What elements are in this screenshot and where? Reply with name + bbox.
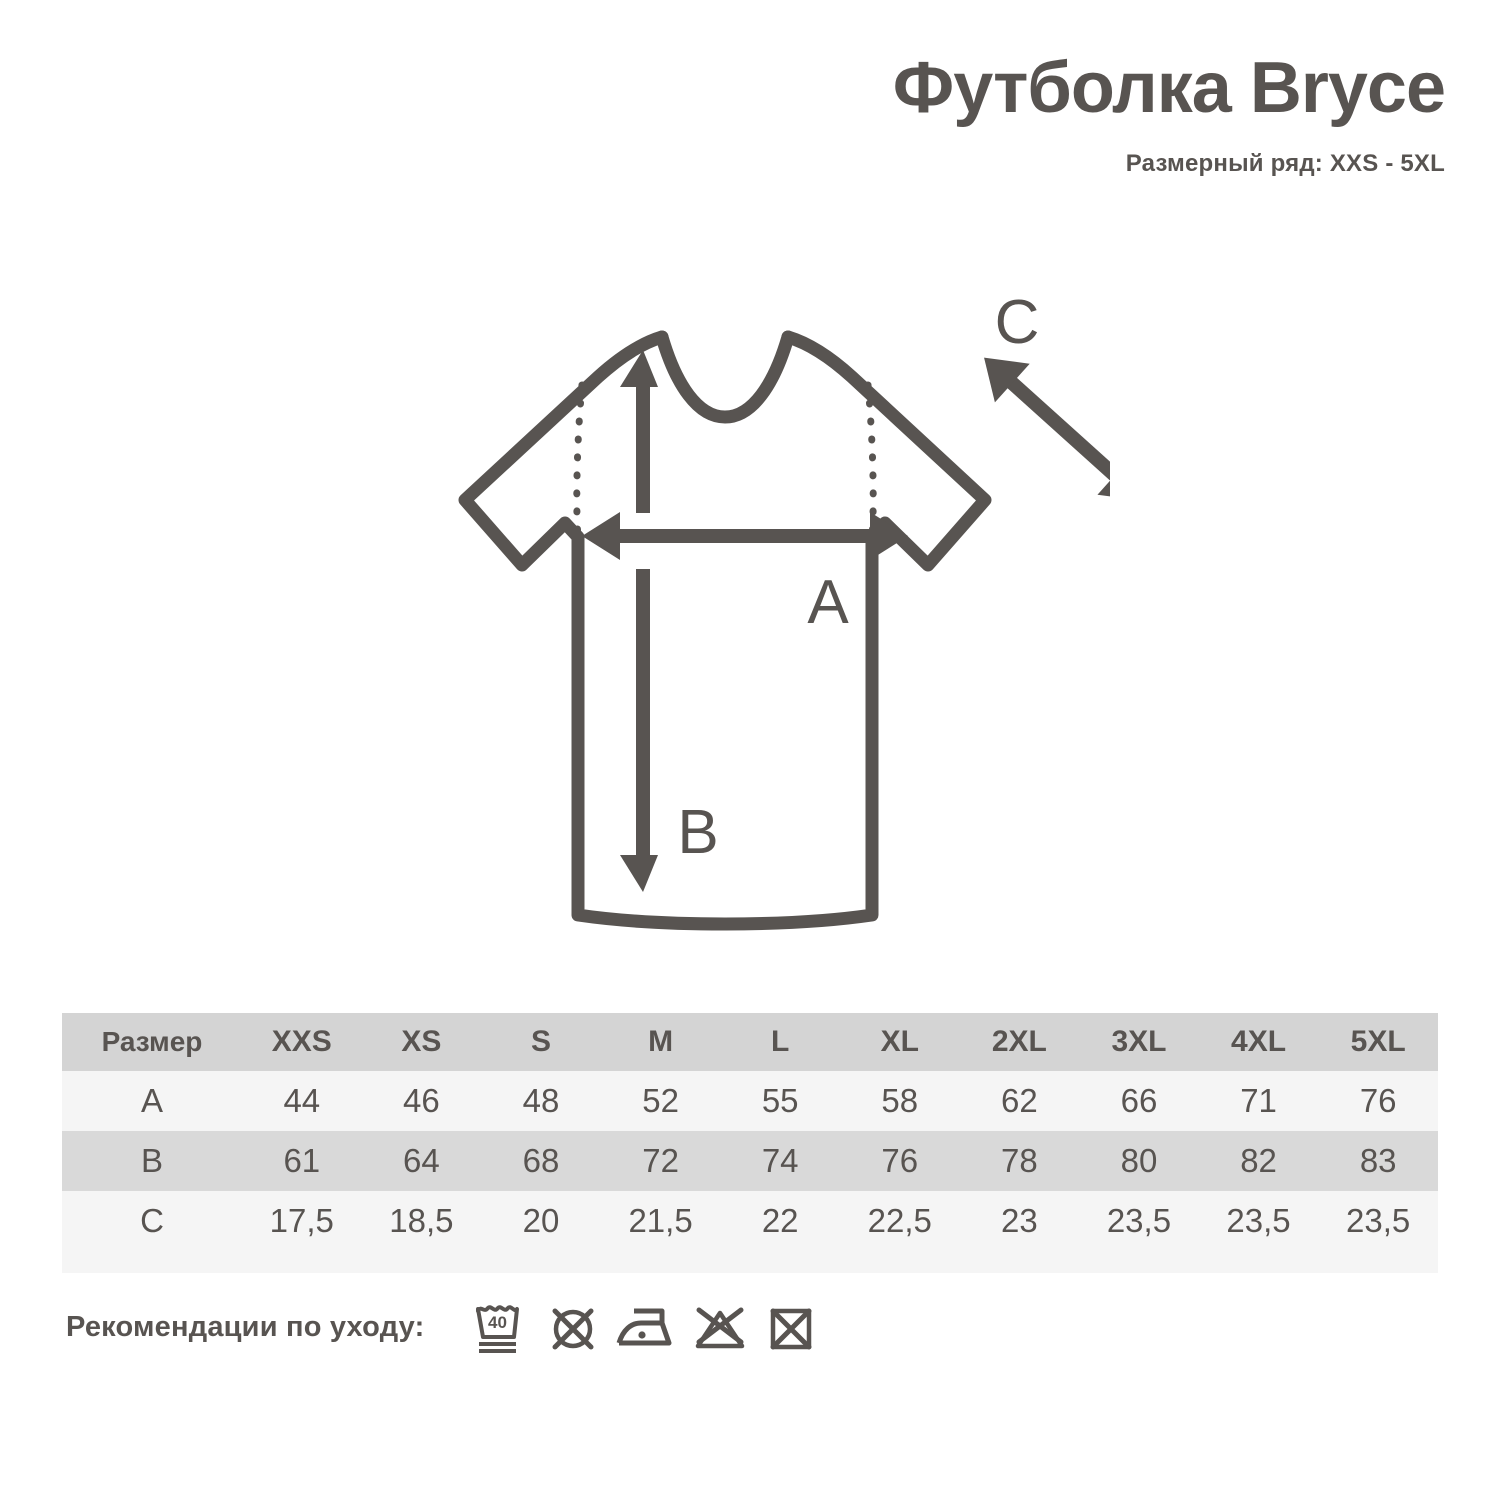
cell-b-5xl: 83 [1318,1131,1438,1191]
cell-b-4xl: 82 [1198,1131,1319,1191]
do-not-dry-clean-icon [770,1308,812,1350]
cell-a-s: 48 [481,1071,601,1131]
seam-guide-dotted-left [573,381,586,541]
cell-a-xl: 58 [839,1071,960,1131]
wash-40-gentle-icon: 40 [476,1305,520,1353]
cell-b-xs: 64 [361,1131,482,1191]
page-title: Футболка Bryce [892,48,1446,128]
cell-b-2xl: 78 [959,1131,1080,1191]
do-not-tumble-dry-icon [552,1308,594,1350]
cell-a-3xl: 66 [1079,1071,1199,1131]
iron-dot [638,1331,647,1339]
header-cell-size-s: S [481,1013,601,1071]
cell-b-s: 68 [481,1131,601,1191]
row-label-c: C [62,1191,242,1251]
header-cell-size-3xl: 3XL [1079,1013,1199,1071]
measure-b-label: B [677,798,718,867]
cell-a-l: 55 [720,1071,840,1131]
cell-c-xs: 18,5 [361,1191,482,1251]
header-cell-size-xs: XS [361,1013,482,1071]
cell-c-m: 21,5 [600,1191,721,1251]
cell-c-s: 20 [481,1191,601,1251]
iron-low-one-dot-icon [617,1308,672,1346]
header-cell-label: Размер [62,1013,242,1071]
wash-bar-1 [479,1342,517,1346]
cell-c-2xl: 23 [959,1191,1080,1251]
row-label-a: A [62,1071,242,1131]
size-chart-table: Размер XXS XS S M L XL 2XL 3XL 4XL 5XL A… [62,1013,1438,1251]
cell-c-3xl: 23,5 [1079,1191,1199,1251]
header-cell-size-l: L [720,1013,840,1071]
header-cell-size-m: M [600,1013,721,1071]
measure-b-arrow [620,569,658,892]
cell-b-l: 74 [720,1131,840,1191]
cell-b-xxs: 61 [242,1131,362,1191]
measure-b-arrow-upper [620,350,658,513]
cell-b-xl: 76 [839,1131,960,1191]
cell-a-4xl: 71 [1198,1071,1319,1131]
table-row: C 17,5 18,5 20 21,5 22 22,5 23 23,5 23,5… [62,1191,1438,1251]
care-instructions-label: Рекомендации по уходу: [66,1310,425,1343]
measure-c-label: C [995,288,1040,357]
header-cell-size-xxs: XXS [242,1013,362,1071]
cell-a-xs: 46 [361,1071,482,1131]
header-cell-size-4xl: 4XL [1198,1013,1319,1071]
care-icons-group: 40 [470,1296,820,1358]
page-subtitle: Размерный ряд: XXS - 5XL [1125,150,1445,177]
cell-a-xxs: 44 [242,1071,362,1131]
cell-c-xxs: 17,5 [242,1191,362,1251]
measure-c-arrow [984,357,1110,501]
cell-a-2xl: 62 [959,1071,1080,1131]
table-body: A 44 46 48 52 55 58 62 66 71 76 B 61 64 … [62,1071,1438,1251]
measure-a-arrow [582,512,908,560]
header-cell-size-2xl: 2XL [959,1013,1080,1071]
neckline-path [655,330,795,424]
page-header: Футболка Bryce Размерный ряд: XXS - 5XL [892,48,1446,178]
care-instructions-row: Рекомендации по уходу: 40 [66,1296,820,1358]
cell-c-5xl: 23,5 [1318,1191,1438,1251]
header-cell-size-xl: XL [839,1013,960,1071]
tshirt-outline-path [458,330,992,931]
cell-c-l: 22 [720,1191,840,1251]
cell-b-3xl: 80 [1079,1131,1199,1191]
tshirt-measurement-diagram: A B C [430,265,1110,955]
measure-a-label: A [807,568,849,637]
tshirt-svg: A B C [458,288,1110,931]
cell-b-m: 72 [600,1131,721,1191]
cell-c-xl: 22,5 [839,1191,960,1251]
table-head: Размер XXS XS S M L XL 2XL 3XL 4XL 5XL [62,1013,1438,1071]
header-cell-size-5xl: 5XL [1318,1013,1438,1071]
table-row: B 61 64 68 72 74 76 78 80 82 83 [62,1131,1438,1191]
cell-a-5xl: 76 [1318,1071,1438,1131]
cell-a-m: 52 [600,1071,721,1131]
wash-temp-text: 40 [489,1313,508,1332]
row-label-b: B [62,1131,242,1191]
cell-c-4xl: 23,5 [1198,1191,1319,1251]
wash-bar-2 [479,1349,517,1353]
table-bottom-strip [62,1251,1438,1273]
do-not-bleach-icon [696,1307,745,1349]
table-header-row: Размер XXS XS S M L XL 2XL 3XL 4XL 5XL [62,1013,1438,1071]
table-row: A 44 46 48 52 55 58 62 66 71 76 [62,1071,1438,1131]
